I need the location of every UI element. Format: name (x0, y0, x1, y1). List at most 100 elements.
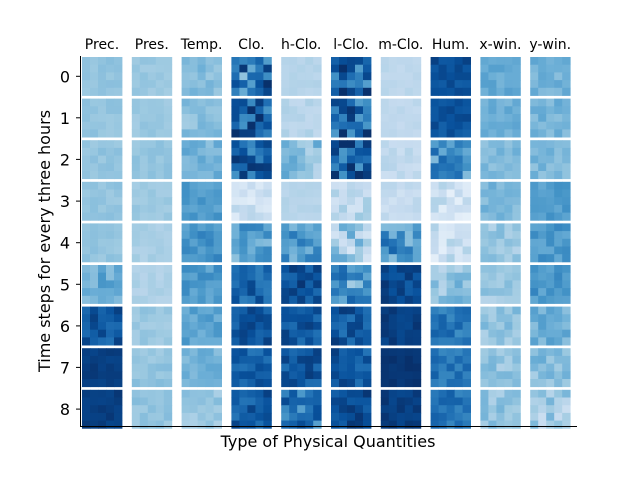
heatmap-subcell (147, 371, 157, 380)
heatmap-subcell (546, 64, 555, 73)
heatmap-subcell (181, 64, 190, 73)
heatmap-subcell (82, 171, 91, 180)
heatmap-subcell (205, 314, 214, 323)
heatmap-subcell (438, 181, 447, 190)
heatmap-subcell (163, 57, 173, 66)
heatmap-subcell (181, 295, 190, 304)
heatmap-subcell (231, 314, 240, 323)
heatmap-subcell (380, 129, 390, 138)
heatmap-subcell (163, 129, 173, 138)
heatmap-subcell (430, 140, 439, 149)
heatmap-subcell (205, 155, 214, 164)
heatmap-subcell (504, 64, 513, 73)
heatmap-subcell (504, 163, 513, 172)
heatmap-subcell (388, 405, 398, 414)
heatmap-subcell (438, 314, 447, 323)
heatmap-subcell (163, 181, 173, 190)
heatmap-subcell (412, 223, 422, 232)
heatmap-subcell (412, 254, 422, 263)
heatmap-subcell (106, 80, 115, 89)
heatmap-subcell (213, 322, 222, 331)
heatmap-subcell (454, 231, 463, 240)
heatmap-subcell (404, 114, 414, 123)
heatmap-subcell (131, 57, 141, 66)
heatmap-subcell (488, 121, 497, 130)
heatmap-subcell (255, 272, 264, 281)
heatmap-subcell (197, 379, 206, 388)
heatmap-subcell (363, 379, 372, 388)
heatmap-cell (281, 57, 322, 96)
heatmap-subcell (106, 114, 115, 123)
heatmap-subcell (504, 155, 513, 164)
heatmap-subcell (147, 306, 157, 315)
heatmap-cell (380, 306, 422, 346)
heatmap-subcell (289, 322, 298, 331)
heatmap-subcell (347, 57, 356, 66)
heatmap-subcell (446, 114, 455, 123)
heatmap-subcell (388, 322, 398, 331)
heatmap-subcell (90, 420, 99, 429)
heatmap-subcell (205, 204, 214, 213)
heatmap-subcell (446, 371, 455, 380)
heatmap-subcell (131, 389, 141, 398)
heatmap-subcell (438, 306, 447, 315)
heatmap-subcell (331, 87, 340, 96)
heatmap-subcell (82, 314, 91, 323)
heatmap-subcell (82, 265, 91, 274)
heatmap-subcell (480, 171, 489, 180)
heatmap-cell (82, 223, 123, 263)
heatmap-subcell (396, 272, 406, 281)
heatmap-subcell (197, 98, 206, 107)
heatmap-subcell (396, 197, 406, 206)
heatmap-subcell (488, 405, 497, 414)
heatmap-subcell (189, 371, 198, 380)
heatmap-subcell (554, 389, 563, 398)
heatmap-subcell (339, 171, 348, 180)
heatmap-subcell (247, 379, 256, 388)
heatmap-subcell (197, 420, 206, 429)
heatmap-subcell (404, 412, 414, 421)
heatmap-subcell (155, 337, 165, 346)
heatmap-subcell (231, 295, 240, 304)
heatmap-subcell (546, 412, 555, 421)
heatmap-subcell (396, 114, 406, 123)
heatmap-subcell (297, 322, 306, 331)
heatmap-subcell (213, 397, 222, 406)
heatmap-subcell (446, 140, 455, 149)
heatmap-subcell (313, 223, 322, 232)
heatmap-subcell (347, 171, 356, 180)
heatmap-subcell (82, 181, 91, 190)
heatmap-subcell (114, 314, 123, 323)
heatmap-subcell (363, 329, 372, 338)
heatmap-subcell (106, 314, 115, 323)
heatmap-subcell (512, 98, 521, 107)
heatmap-subcell (530, 379, 539, 388)
heatmap-subcell (297, 306, 306, 315)
heatmap-subcell (363, 314, 372, 323)
heatmap-subcell (363, 212, 372, 221)
heatmap-subcell (562, 155, 571, 164)
heatmap-subcell (331, 329, 340, 338)
heatmap-subcell (213, 114, 222, 123)
heatmap-subcell (380, 212, 390, 221)
heatmap-subcell (412, 80, 422, 89)
heatmap-subcell (504, 265, 513, 274)
heatmap-subcell (114, 322, 123, 331)
heatmap-subcell (355, 223, 364, 232)
heatmap-subcell (438, 371, 447, 380)
heatmap-subcell (363, 147, 372, 156)
heatmap-subcell (454, 371, 463, 380)
heatmap-subcell (388, 212, 398, 221)
heatmap-subcell (339, 363, 348, 372)
heatmap-subcell (546, 231, 555, 240)
heatmap-subcell (438, 57, 447, 66)
heatmap-subcell (546, 171, 555, 180)
heatmap-subcell (189, 288, 198, 297)
heatmap-subcell (297, 348, 306, 357)
heatmap-cell (480, 140, 521, 180)
heatmap-cell (380, 348, 422, 388)
heatmap-subcell (205, 337, 214, 346)
heatmap-subcell (538, 295, 547, 304)
heatmap-subcell (247, 181, 256, 190)
heatmap-subcell (181, 348, 190, 357)
